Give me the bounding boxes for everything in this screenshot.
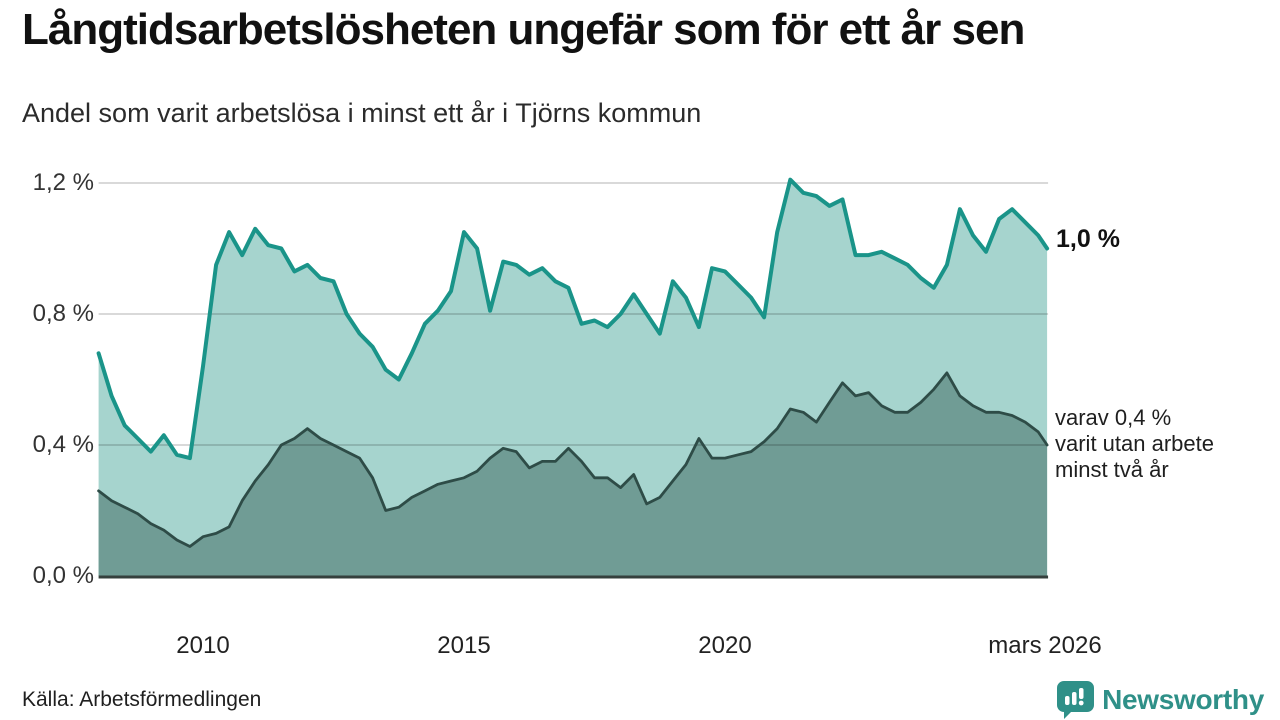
y-axis-label-0-8: 0,8 % <box>32 300 94 327</box>
x-axis-label-mars-2026: mars 2026 <box>988 632 1102 659</box>
x-axis-label-2020: 2020 <box>698 632 752 659</box>
y-axis-label-1-2: 1,2 % <box>32 169 94 196</box>
bar-chart-speech-bubble-icon <box>1057 681 1095 719</box>
x-axis-label-2015: 2015 <box>437 632 491 659</box>
newsworthy-logo: Newsworthy <box>1057 681 1264 719</box>
annotation-line-1: varav 0,4 % <box>1055 405 1172 430</box>
two-years-line <box>97 371 1049 548</box>
annotation-line-3: minst två år <box>1055 457 1169 482</box>
annotation-line-2: varit utan arbete <box>1055 431 1214 456</box>
brand-wordmark: Newsworthy <box>1102 684 1264 715</box>
total-line <box>96 177 1050 461</box>
source-credit: Källa: Arbetsförmedlingen <box>22 688 262 711</box>
chart-subtitle: Andel som varit arbetslösa i minst ett å… <box>22 98 702 128</box>
y-axis-label-0-4: 0,4 % <box>32 431 94 458</box>
latest-two-years-annotation: varav 0,4 % varit utan arbete minst två … <box>1055 405 1214 483</box>
y-axis-label-0-0: 0,0 % <box>32 562 94 589</box>
latest-total-value-label: 1,0 % <box>1056 225 1120 253</box>
x-axis-label-2010: 2010 <box>176 632 230 659</box>
page-title: Långtidsarbetslösheten ungefär som för e… <box>22 5 1025 54</box>
two-years-area-fill <box>98 372 1048 576</box>
